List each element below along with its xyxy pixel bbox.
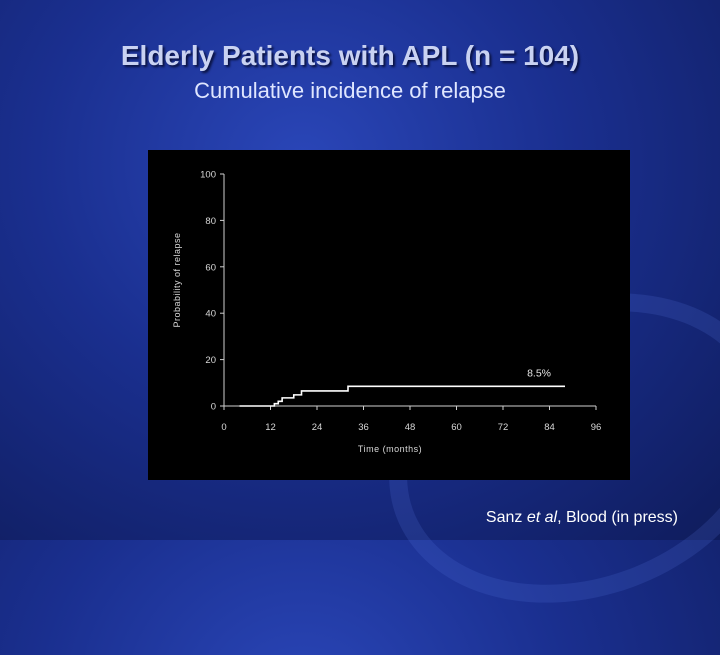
annotation-label: 8.5% [527,367,551,379]
y-tick-label: 100 [200,170,216,181]
slide-title: Elderly Patients with APL (n = 104) [120,40,580,71]
citation-author: Sanz [485,509,523,526]
relapse-curve-series-0 [239,385,565,407]
y-tick-label: 80 [205,216,216,227]
y-tick-label: 60 [205,262,216,273]
y-tick-label: 20 [205,355,216,366]
citation-rest: , Blood (in press) [557,509,678,526]
x-tick-label: 72 [498,422,509,433]
y-axis-label: Probability of relapse [172,232,182,327]
x-tick-label: 84 [544,422,555,433]
x-tick-label: 12 [265,422,276,433]
x-tick-label: 48 [405,422,416,433]
x-tick-label: 60 [451,422,462,433]
slide-subtitle: Cumulative incidence of relapse [194,78,506,103]
x-axis-label: Time (months) [358,444,422,454]
x-tick-label: 24 [312,422,323,433]
chart-panel: 0 20 40 60 80 100 0 12 24 36 48 60 72 84 96 Time (month… [148,150,630,480]
y-tick-label: 40 [205,309,216,320]
x-tick-label: 0 [221,422,226,433]
citation: Sanz et al, Blood (in press) [486,509,678,527]
y-tick-label: 0 [211,402,216,413]
citation-etal: et al [526,509,558,526]
x-tick-label: 96 [591,422,602,433]
relapse-chart: 0 20 40 60 80 100 0 12 24 36 48 60 72 84 96 Time (month… [172,170,602,455]
x-tick-label: 36 [358,422,369,433]
